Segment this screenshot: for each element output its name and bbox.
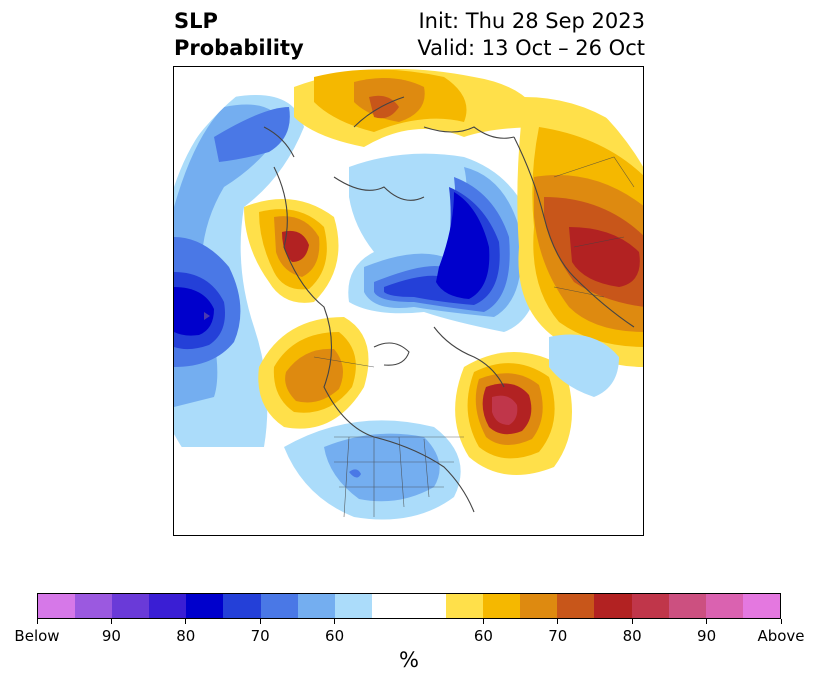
- colorbar-tick-mark: [36, 619, 38, 624]
- title-variable: SLP: [174, 9, 218, 33]
- borders: [313, 156, 635, 518]
- colorbar-tick-mark: [482, 619, 484, 624]
- map-title: SLP Probability: [174, 8, 304, 62]
- probability-field: [174, 67, 643, 535]
- colorbar-tick-mark: [706, 619, 708, 624]
- colorbar-cell: [186, 594, 224, 618]
- colorbar-tick-label: 70: [548, 627, 568, 645]
- colorbar-tick-mark: [557, 619, 559, 624]
- valid-range: Valid: 13 Oct – 26 Oct: [417, 36, 645, 60]
- europe-blue-light: [549, 334, 619, 397]
- colorbar-cell: [223, 594, 261, 618]
- colorbar-tick-mark: [631, 619, 633, 624]
- colorbar-cell: [483, 594, 521, 618]
- siberia-red: [569, 227, 640, 287]
- colorbar-cell: [297, 594, 335, 618]
- upper-left-blue: [214, 107, 290, 162]
- colorbar-tick-label: Below: [14, 627, 60, 645]
- colorbar-cell: [631, 594, 669, 618]
- colorbar-cell: [260, 594, 298, 618]
- colorbar-cell: [668, 594, 706, 618]
- colorbar-tick-label: 60: [473, 627, 493, 645]
- arctic-blue-core: [436, 192, 490, 299]
- us-blue-mid: [324, 433, 440, 502]
- colorbar-cell: [520, 594, 558, 618]
- colorbar-tick-label: 80: [176, 627, 196, 645]
- colorbar-cell: [557, 594, 595, 618]
- colorbar-tick-mark: [780, 619, 782, 624]
- colorbar-tick-mark: [259, 619, 261, 624]
- colorbar-unit: %: [399, 648, 419, 672]
- forecast-info: Init: Thu 28 Sep 2023 Valid: 13 Oct – 26…: [417, 8, 645, 62]
- colorbar-cell: [75, 594, 113, 618]
- colorbar-cell: [112, 594, 150, 618]
- alaska-orange: [285, 348, 343, 403]
- title-product: Probability: [174, 36, 304, 60]
- colorbar-tick-mark: [334, 619, 336, 624]
- colorbar-cell: [334, 594, 372, 618]
- colorbar-cell: [38, 594, 76, 618]
- colorbar-cell: [705, 594, 743, 618]
- colorbar-cell: [446, 594, 484, 618]
- colorbar-cell: [742, 594, 780, 618]
- colorbar-tick-label: 70: [250, 627, 270, 645]
- init-date: Init: Thu 28 Sep 2023: [418, 9, 645, 33]
- colorbar-tick-label: 90: [697, 627, 717, 645]
- colorbar-tick-mark: [110, 619, 112, 624]
- west-red: [282, 230, 309, 262]
- colorbar-cell: [594, 594, 632, 618]
- pacific-blue-core: [174, 287, 214, 336]
- colorbar-cell: [149, 594, 187, 618]
- colorbar-tick-label: 60: [325, 627, 345, 645]
- colorbar-tick-mark: [185, 619, 187, 624]
- colorbar-tick-label: Above: [757, 627, 805, 645]
- atlantic-rose: [492, 395, 518, 425]
- probability-colorbar: [37, 593, 781, 619]
- colorbar-cell: [408, 594, 447, 618]
- colorbar-tick-label: 80: [622, 627, 642, 645]
- colorbar-tick-label: 90: [101, 627, 121, 645]
- colorbar-cell: [371, 594, 409, 618]
- polar-map: [173, 66, 644, 536]
- coastlines: [263, 96, 635, 513]
